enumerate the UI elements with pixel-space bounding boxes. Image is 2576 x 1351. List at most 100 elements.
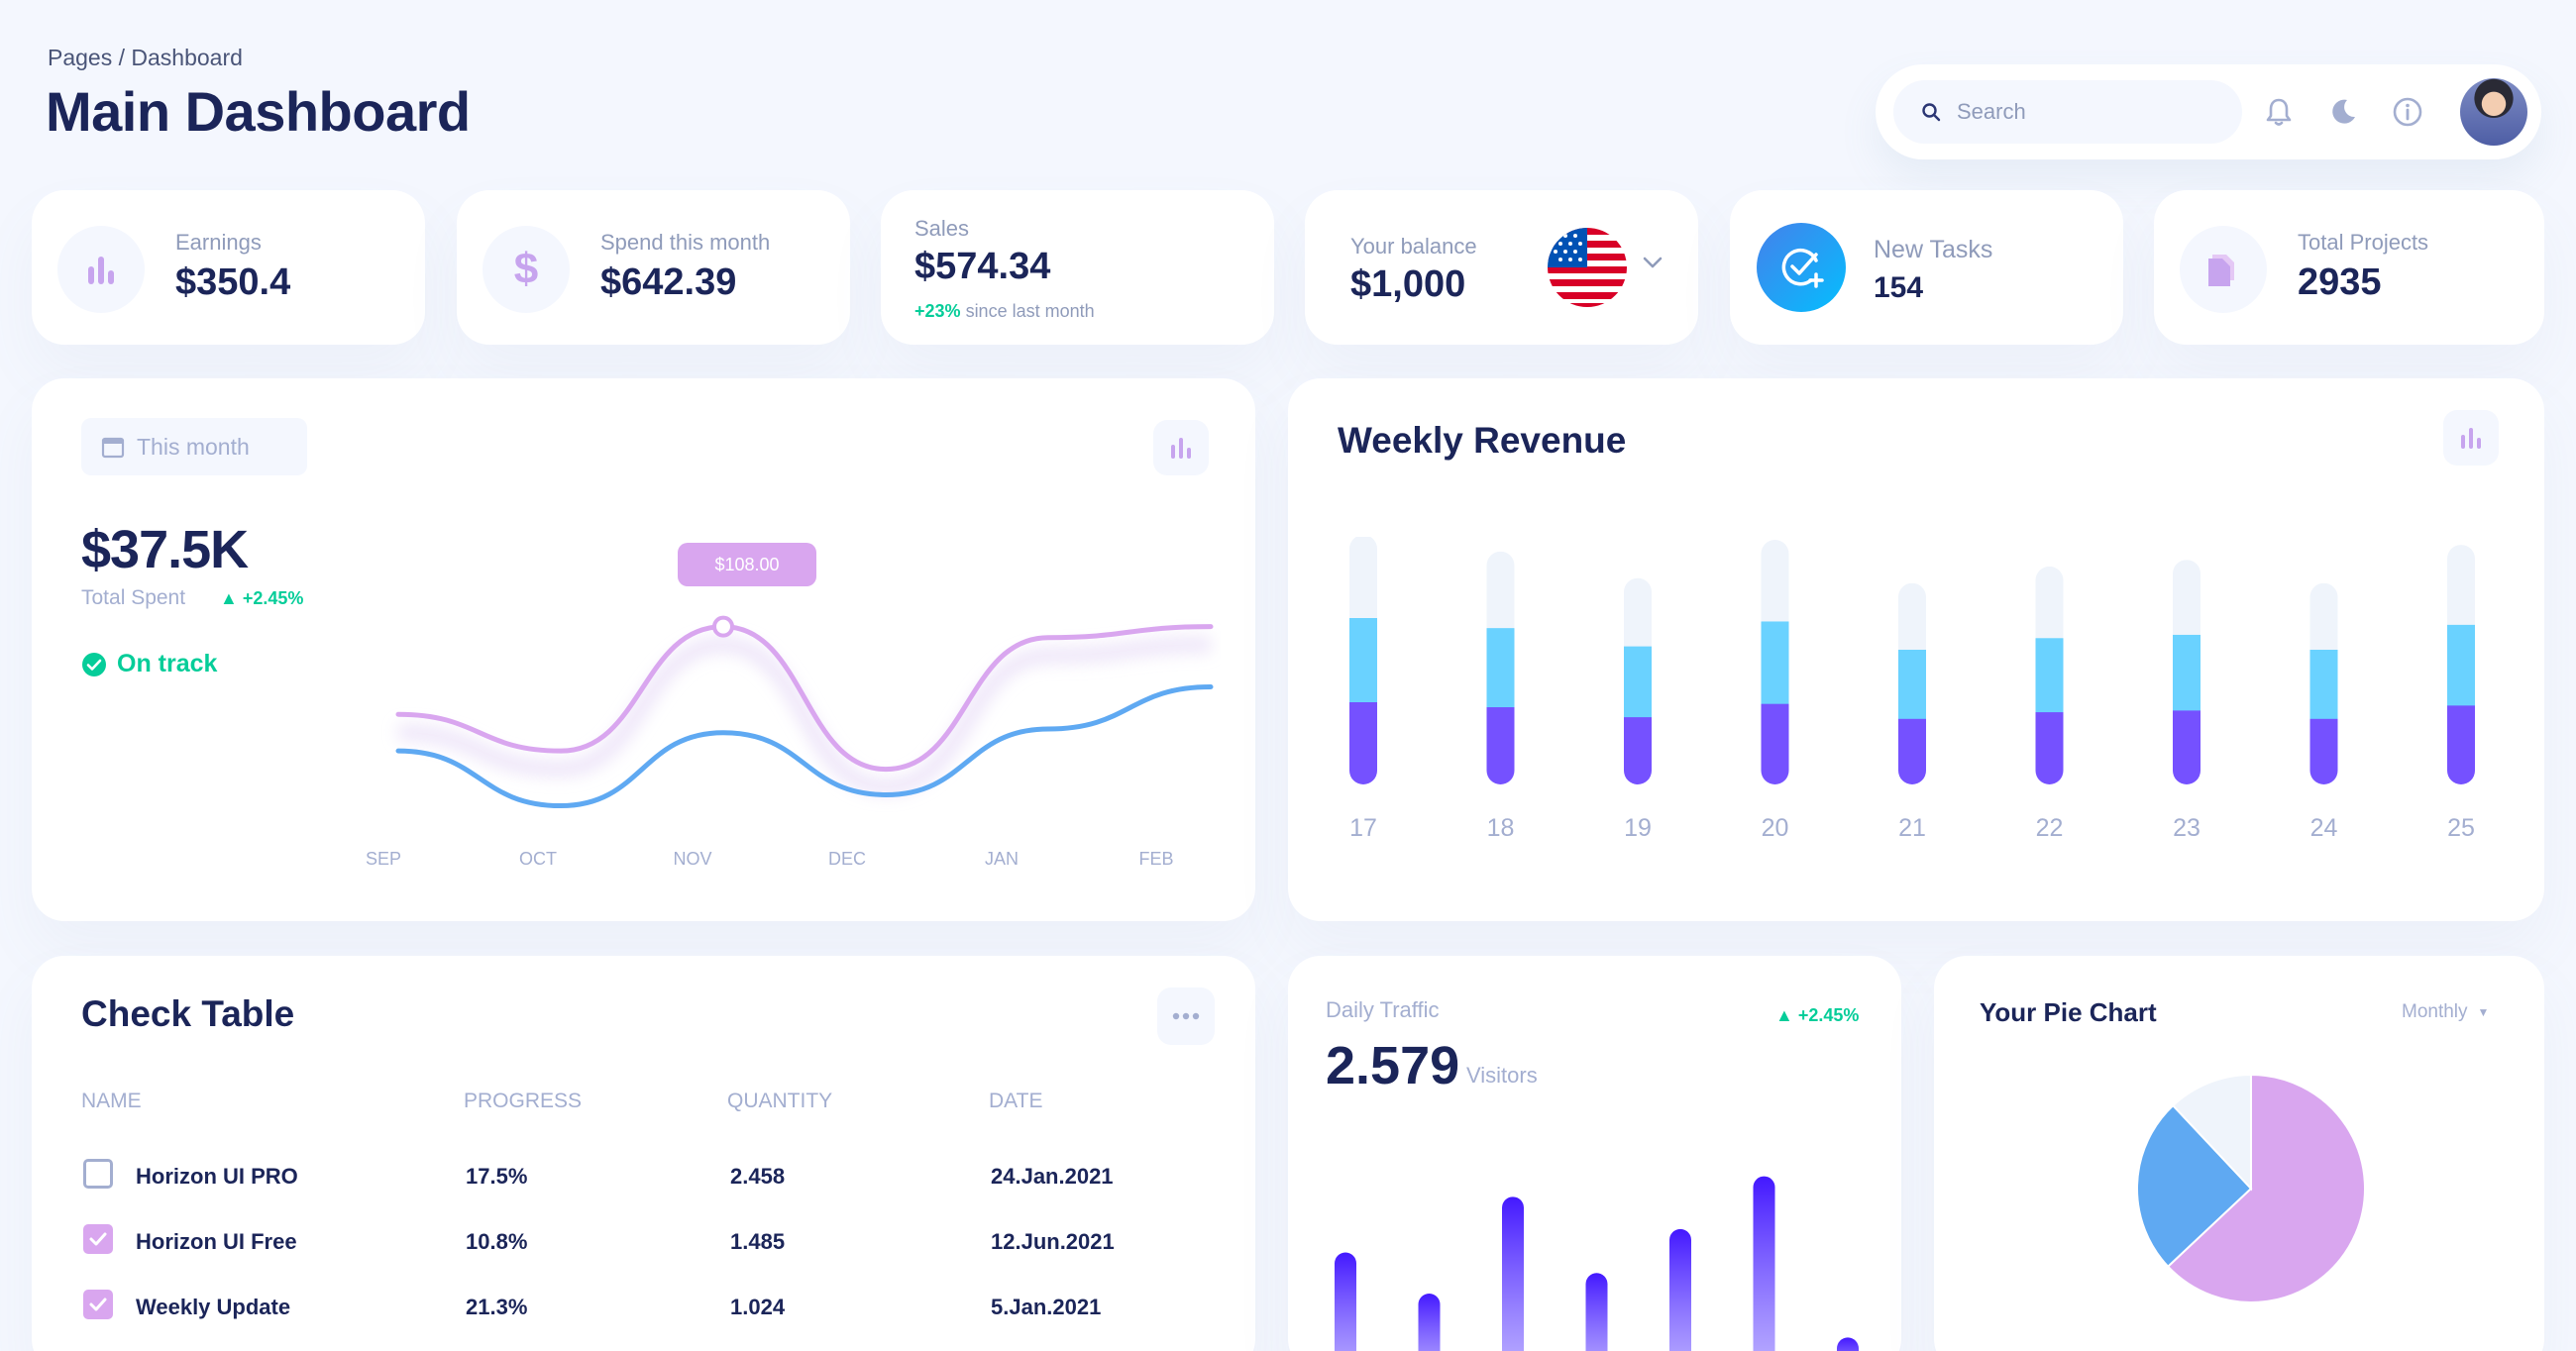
cell-date: 24.Jan.2021 [991, 1164, 1114, 1189]
daily-traffic-change-value: +2.45% [1797, 1005, 1860, 1025]
period-label: This month [137, 433, 250, 460]
status-text: On track [117, 650, 218, 677]
stat-label: Total Projects [2298, 230, 2429, 255]
header-bar [1876, 64, 2541, 159]
calendar-icon [101, 437, 125, 459]
bar-segment [1349, 537, 1377, 618]
bar-segment [1486, 551, 1515, 629]
caret-down-icon: ▼ [2477, 1005, 2490, 1019]
traffic-bar [1837, 1337, 1859, 1351]
stat-value: $642.39 [600, 261, 737, 303]
check-circle-icon [82, 652, 106, 676]
stat-card-balance: Your balance $1,000 [1305, 190, 1698, 345]
pie-slice [2171, 1073, 2252, 1192]
bar-segment [2035, 566, 2064, 639]
bell-icon[interactable] [2259, 92, 2299, 132]
stat-value: $574.34 [914, 246, 1051, 287]
daily-traffic-unit: Visitors [1466, 1063, 1538, 1088]
cell-progress: 17.5% [466, 1164, 528, 1189]
task-add-icon [1757, 223, 1846, 312]
cell-quantity: 1.024 [730, 1295, 786, 1319]
stat-label: Your balance [1350, 234, 1477, 259]
bar-segment [2309, 582, 2338, 650]
x-tick-label: 19 [1624, 814, 1652, 842]
sales-change: +23% since last month [914, 301, 1095, 322]
x-tick-label: OCT [519, 849, 557, 869]
bar-segment [1624, 716, 1652, 785]
breadcrumb[interactable]: Pages / Dashboard [48, 45, 243, 70]
bar-segment [2173, 709, 2200, 785]
row-checkbox[interactable] [83, 1290, 113, 1319]
traffic-bar [1502, 1196, 1524, 1351]
stat-label: New Tasks [1874, 236, 1993, 263]
bar-segment [1624, 646, 1652, 718]
cell-date: 12.Jun.2021 [991, 1229, 1115, 1254]
stat-value: $1,000 [1350, 263, 1466, 305]
check-icon [89, 1298, 107, 1311]
avatar[interactable] [2460, 78, 2527, 146]
stat-label: Earnings [175, 230, 262, 255]
check-icon [89, 1232, 107, 1246]
cell-name: Weekly Update [136, 1295, 291, 1319]
bar-segment [1898, 717, 1926, 784]
search-icon [1922, 103, 1941, 122]
x-tick-label: NOV [673, 849, 712, 869]
stat-card-total-projects: Total Projects 2935 [2154, 190, 2544, 345]
cell-name: Horizon UI PRO [136, 1164, 298, 1189]
stat-card-earnings: Earnings $350.4 [32, 190, 425, 345]
traffic-bar [1669, 1228, 1691, 1351]
pie-slice [2166, 1073, 2366, 1303]
bar-segment [2173, 560, 2200, 635]
arrow-up-icon: ▲ [220, 588, 238, 608]
period-select[interactable]: Monthly ▼ [2402, 1001, 2489, 1023]
bar-segment [1898, 582, 1926, 650]
daily-traffic-chart [1335, 1176, 1859, 1351]
weekly-revenue-options-button[interactable] [2443, 410, 2499, 466]
us-flag-icon[interactable] [1548, 228, 1627, 307]
x-tick-label: 18 [1487, 814, 1515, 842]
x-tick-label: 25 [2447, 814, 2475, 842]
column-header-quantity[interactable]: QUANTITY [727, 1090, 833, 1112]
bar-segment [1624, 577, 1652, 647]
chart-tooltip: $108.00 [678, 543, 816, 586]
x-tick-label: DEC [827, 849, 866, 869]
dollar-icon: $ [483, 226, 570, 313]
stat-value: $350.4 [175, 261, 291, 303]
info-icon[interactable] [2388, 92, 2427, 132]
weekly-revenue-card: Weekly Revenue 17 18 19 20 21 22 23 24 25 [1288, 378, 2544, 921]
bar-stack [1898, 582, 1926, 784]
column-header-date[interactable]: DATE [989, 1090, 1043, 1112]
period-button[interactable]: This month [81, 418, 307, 475]
search-input[interactable] [1957, 99, 2214, 125]
cell-quantity: 2.458 [730, 1164, 786, 1189]
chevron-down-icon[interactable] [1642, 256, 1664, 274]
daily-traffic-change: ▲ +2.45% [1775, 1005, 1859, 1026]
period-select-value: Monthly [2402, 1001, 2468, 1022]
search-box[interactable] [1893, 80, 2242, 144]
bar-stack [2309, 582, 2338, 784]
bar-segment [1349, 618, 1377, 702]
pie-slice [2136, 1103, 2253, 1269]
x-tick-label: 23 [2173, 814, 2200, 842]
x-tick-label: 21 [1898, 814, 1926, 842]
x-tick-label: 17 [1349, 814, 1377, 842]
chart-options-button[interactable] [1153, 420, 1209, 475]
x-tick-label: JAN [984, 849, 1019, 869]
bar-segment [2309, 717, 2338, 784]
bar-segment [2447, 624, 2475, 706]
moon-icon[interactable] [2323, 92, 2363, 132]
daily-traffic-label: Daily Traffic [1326, 997, 1440, 1022]
bar-segment [1898, 649, 1926, 719]
column-header-name[interactable]: NAME [81, 1090, 142, 1112]
pie-chart-title: Your Pie Chart [1980, 997, 2157, 1027]
x-tick-label: FEB [1138, 849, 1174, 869]
cell-quantity: 1.485 [730, 1229, 786, 1254]
bar-stack [2035, 566, 2064, 785]
more-options-button[interactable] [1157, 987, 1215, 1045]
row-checkbox[interactable] [83, 1224, 113, 1254]
column-header-progress[interactable]: PROGRESS [464, 1090, 583, 1112]
row-checkbox[interactable] [83, 1159, 113, 1189]
stat-label: Sales [914, 216, 970, 241]
bar-chart-icon [1171, 438, 1191, 459]
weekly-revenue-chart: 17 18 19 20 21 22 23 24 25 [1349, 537, 2475, 842]
